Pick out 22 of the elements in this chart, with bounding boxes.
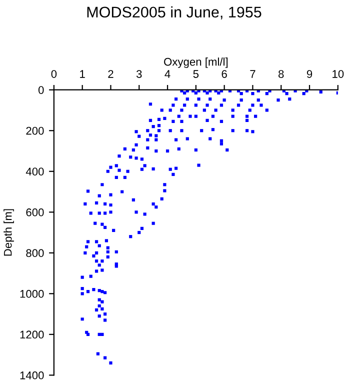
x-tick-label: 3 <box>136 70 142 78</box>
x-tick-label: 8 <box>278 70 284 78</box>
x-tick-label: 10 <box>332 70 344 78</box>
x-tick-label: 7 <box>250 70 256 78</box>
y-tick-label: 600 <box>26 208 44 216</box>
y-tick-label: 200 <box>26 126 44 135</box>
y-tick-label: 400 <box>26 168 44 176</box>
x-tick-label: 9 <box>306 70 312 78</box>
y-axis-title: Depth [m] <box>4 209 14 256</box>
x-tick-label: 1 <box>80 70 85 78</box>
x-tick-label: 2 <box>108 70 114 78</box>
x-axis-title: Oxygen [ml/l] <box>164 58 228 68</box>
y-tick-label: 0 <box>38 86 44 94</box>
x-tick-label: 5 <box>193 70 199 78</box>
y-tick-label: 800 <box>26 249 44 258</box>
x-tick-label: 6 <box>222 70 227 78</box>
y-tick-label: 1200 <box>20 330 44 339</box>
chart-title: MODS2005 in June, 1955 <box>87 6 262 20</box>
y-tick-label: 1400 <box>20 371 44 380</box>
x-tick-label: 0 <box>51 70 57 78</box>
y-tick-label: 1000 <box>20 290 44 298</box>
x-tick-label: 4 <box>164 70 170 78</box>
